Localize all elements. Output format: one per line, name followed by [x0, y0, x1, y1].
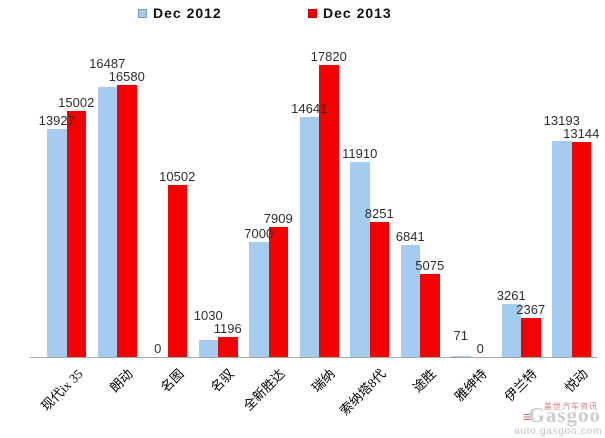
bar-dec-2013 [369, 221, 389, 357]
watermark-logo: ≡Gasgoo [523, 405, 601, 428]
value-label-dec-2013: 17820 [310, 49, 347, 64]
bar-dec-2013 [218, 337, 238, 357]
bar-dec-2013 [420, 273, 440, 357]
legend-item-dec-2013: Dec 2013 [308, 5, 392, 21]
value-label-dec-2012: 16487 [89, 56, 126, 72]
bar-dec-2012 [400, 244, 420, 357]
legend-swatch-dec-2012-icon [138, 8, 147, 18]
bar-dec-2012 [552, 140, 572, 357]
value-label-dec-2012: 1030 [193, 308, 223, 324]
watermark-brand: Gasgoo [528, 403, 601, 427]
value-label-dec-2013: 1196 [213, 321, 242, 337]
x-axis-line [30, 357, 597, 358]
gasgoo-logo-icon: ≡ [522, 410, 532, 426]
bar-dec-2013 [521, 318, 541, 357]
value-label-dec-2012: 13193 [543, 112, 580, 128]
bar-dec-2012 [299, 117, 319, 357]
bar-dec-2012 [47, 128, 67, 357]
value-label-dec-2012: 7000 [244, 226, 274, 242]
value-label-dec-2013: 0 [476, 341, 484, 356]
value-label-dec-2013: 13144 [563, 125, 600, 141]
value-label-dec-2012: 71 [453, 328, 468, 343]
bar-dec-2013 [117, 85, 137, 357]
value-label-dec-2013: 7909 [263, 211, 293, 227]
legend-item-dec-2012: Dec 2012 [138, 5, 222, 21]
value-label-dec-2012: 14641 [291, 101, 328, 117]
value-label-dec-2012: 0 [154, 341, 162, 356]
bar-dec-2013 [571, 141, 591, 357]
value-label-dec-2013: 2367 [516, 302, 546, 318]
bar-dec-2012 [249, 242, 269, 357]
bar-dec-2013 [268, 227, 288, 357]
value-label-dec-2013: 16580 [108, 69, 145, 85]
watermark-url: auto.gasgoo.com [513, 425, 602, 437]
bar-dec-2012 [451, 355, 471, 357]
bar-dec-2013 [319, 65, 339, 357]
value-label-dec-2013: 15002 [58, 95, 95, 111]
watermark-brand-cn: 盖世汽车资讯 [544, 402, 598, 411]
value-label-dec-2012: 13927 [38, 112, 75, 128]
bar-dec-2012 [97, 86, 117, 357]
legend-label-dec-2013: Dec 2013 [323, 5, 392, 21]
legend-swatch-dec-2013-icon [308, 8, 317, 18]
value-label-dec-2013: 8251 [364, 205, 394, 221]
value-label-dec-2013: 10502 [159, 168, 196, 184]
bar-dec-2012 [198, 340, 218, 357]
bar-dec-2012 [350, 161, 370, 357]
value-label-dec-2012: 11910 [342, 145, 378, 161]
bar-dec-2012 [501, 303, 521, 357]
value-label-dec-2012: 3261 [496, 287, 526, 303]
value-label-dec-2012: 6841 [395, 228, 425, 244]
value-label-dec-2013: 5075 [415, 257, 445, 273]
bar-dec-2013 [167, 184, 187, 357]
bar-dec-2013 [66, 111, 86, 357]
legend-label-dec-2012: Dec 2012 [153, 5, 222, 21]
